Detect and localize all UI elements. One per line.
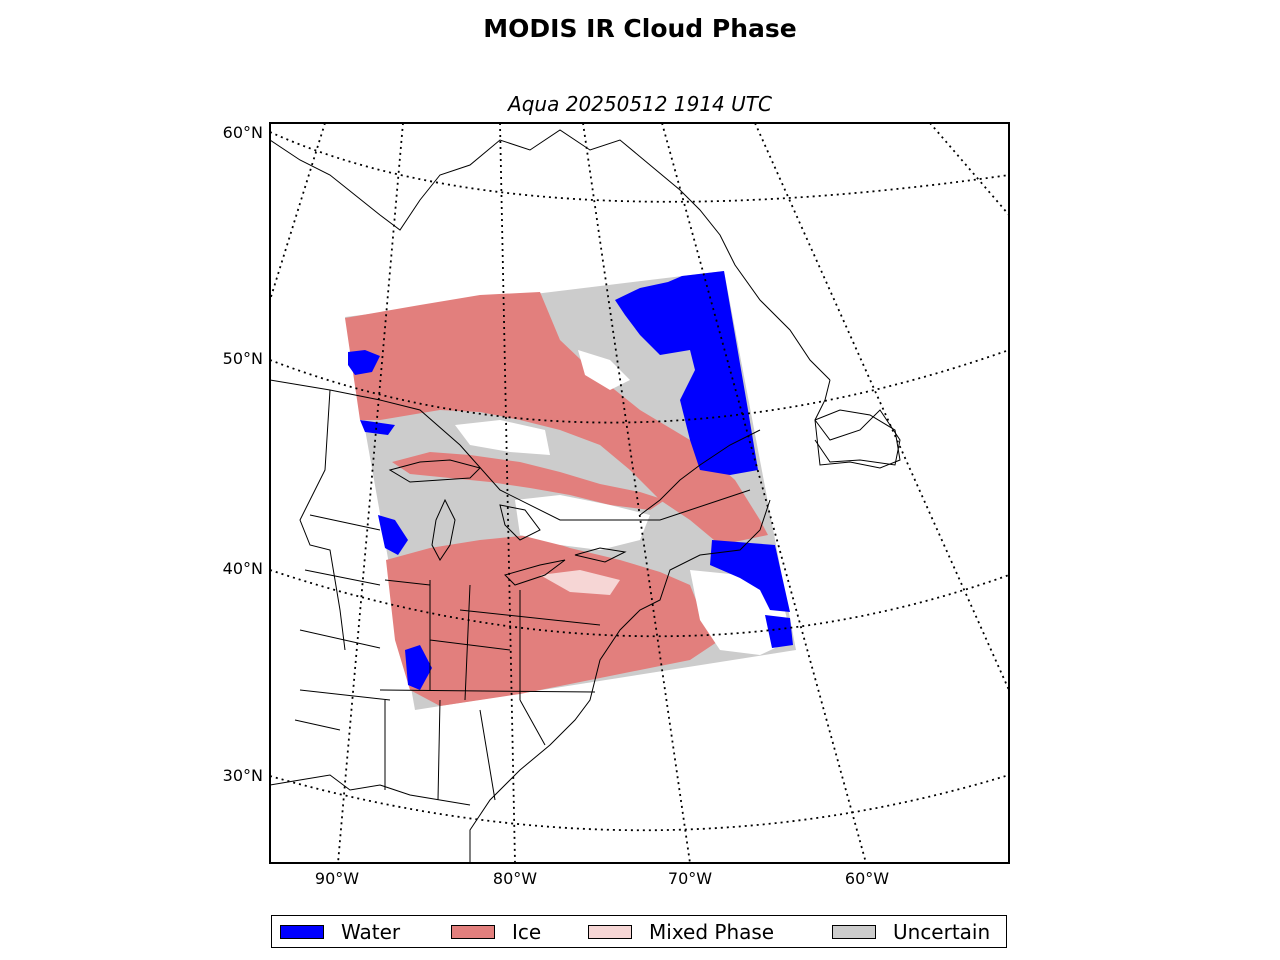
legend-label-water: Water [341,919,401,944]
lon-label-60w: 60°W [844,869,890,888]
lat-label-30n: 30°N [222,766,263,785]
state-lines-3 [379,579,601,701]
parallel-40n [270,569,1009,638]
water-region-south [405,645,432,690]
legend-entry-ice: Ice [451,916,541,947]
meridian-40w [929,123,1009,216]
st-lawrence [639,429,761,516]
water-region-lake [378,515,408,555]
meridian-60w [661,123,867,863]
clear-area-center [515,495,650,550]
parallel-50n [270,349,1009,424]
ice-region-north [345,292,768,545]
ice-region-mid [392,452,665,510]
great-lakes-huron [499,504,541,541]
legend: Water Ice Mixed Phase Uncertain [271,915,1007,948]
great-lakes-erie [504,559,566,586]
great-lakes-michigan [431,498,456,561]
meridian-70w [582,123,691,863]
legend-entry-uncertain: Uncertain [832,916,990,947]
great-lakes-superior [388,459,481,483]
parallel-30n [270,774,1009,832]
gulf-coast [270,774,471,806]
hudson-bay-coast [270,129,831,381]
legend-label-mixed-phase: Mixed Phase [649,919,775,944]
legend-label-uncertain: Uncertain [893,919,991,944]
clear-area-quebec [578,350,630,390]
lon-label-70w: 70°W [667,869,713,888]
legend-swatch-water [280,924,324,939]
figure-title: MODIS IR Cloud Phase [483,14,797,43]
graticule [270,123,1009,863]
water-region-gulf [360,420,395,435]
meridian-90w [337,123,404,863]
coastlines [270,129,901,863]
water-region-labrador [615,271,758,475]
state-lines-1 [299,389,346,651]
water-region-novascotia [710,540,790,612]
map-frame [269,122,1010,864]
meridian-50w [754,123,1009,691]
legend-swatch-uncertain [832,924,876,939]
mixed-phase-area [540,570,620,595]
lon-label-90w: 90°W [314,869,360,888]
parallel-60n [270,131,1009,203]
water-region-west [348,350,380,375]
figure-subtitle: Aqua 20250512 1914 UTC [508,92,772,116]
great-lakes-ontario [574,547,627,563]
lon-label-80w: 80°W [492,869,538,888]
legend-swatch-mixed-phase [588,924,632,939]
ice-region-south [386,535,720,706]
clear-area-north [455,420,550,455]
newfoundland [814,409,901,469]
lat-label-40n: 40°N [222,559,263,578]
water-region-edge [765,615,793,648]
lat-label-60n: 60°N [222,123,263,142]
legend-label-ice: Ice [512,919,542,944]
state-lines-4 [384,699,546,801]
legend-entry-mixed-phase: Mixed Phase [588,916,774,947]
labrador-coast [814,379,901,466]
state-lines-2 [294,514,391,731]
legend-swatch-ice [451,924,495,939]
lat-label-50n: 50°N [222,349,263,368]
meridian-100w [270,123,326,301]
legend-entry-water: Water [280,916,400,947]
canada-us-border [270,379,751,521]
atlantic-coast [469,499,771,863]
